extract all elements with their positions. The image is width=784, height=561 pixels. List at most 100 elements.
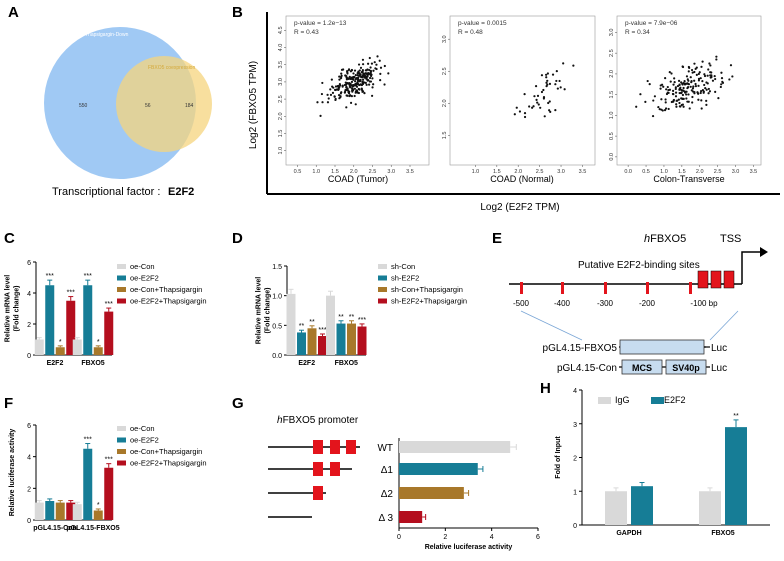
scatter-point: [687, 65, 690, 69]
scatter-point: [668, 88, 672, 91]
x-tick-label: 3.5: [406, 169, 414, 175]
scatter-point: [546, 79, 549, 82]
scatter-point: [705, 88, 708, 91]
scatter-point: [682, 105, 685, 108]
scatter-point: [698, 71, 701, 74]
x-tick-label: FBXO5: [711, 530, 734, 537]
scatter-point: [682, 89, 685, 92]
scatter-point: [680, 81, 683, 84]
venn-left-label: Thapsigargin-Down: [85, 32, 129, 38]
bar: [631, 486, 653, 525]
scatter-point: [699, 91, 702, 95]
binding-site-box: [313, 462, 323, 476]
bar: [55, 502, 65, 520]
x-tick-label: 3.5: [750, 169, 758, 175]
panel-h: H 0 1 2 3 4 Fold of Input GAPDH FBXO5 ** IgG E2F2: [540, 380, 770, 537]
legend-swatch: [117, 460, 126, 466]
sv40p-label: SV40p: [672, 363, 700, 373]
y-tick-label: 1: [573, 489, 577, 496]
scatter-point: [367, 79, 370, 82]
bar: [34, 339, 44, 355]
construct-label: Δ1: [381, 465, 394, 476]
y-tick-label: 4: [573, 388, 577, 395]
panel-c: C 0 2 4 6 Relative mRNA level (Fold change) E2…: [4, 230, 207, 367]
scatter-point: [513, 113, 516, 116]
scatter-point: [316, 101, 319, 104]
y-tick-label: 2: [573, 456, 577, 463]
bar: [72, 504, 82, 520]
legend-label: oe-Con+Thapsigargin: [130, 285, 202, 294]
scatter-point: [352, 72, 355, 75]
y-axis-title: Relative mRNA level: [5, 275, 12, 342]
scatter-point: [345, 85, 348, 88]
scatter-point: [368, 83, 371, 86]
construct1-luc: Luc: [711, 343, 727, 354]
x-tick-label: pGL4.15-FBXO5: [66, 525, 119, 532]
significance-label: ***: [67, 290, 75, 297]
panel-label-b: B: [232, 4, 243, 21]
y-axis-title: Relative mRNA level: [256, 277, 263, 344]
tss-arrow-icon: [741, 251, 762, 284]
y-tick-label: 6: [27, 260, 31, 267]
scatter-point: [373, 61, 376, 64]
scatter-point: [346, 87, 349, 90]
scatter-point: [703, 73, 706, 76]
x-tick-label: FBXO5: [81, 360, 104, 367]
scatter-point: [708, 62, 711, 65]
e-zoom-line: [709, 310, 739, 341]
scatter-point: [551, 73, 555, 76]
legend-label: sh-Con+Thapsigargin: [391, 285, 463, 294]
scatter-point: [700, 99, 703, 102]
scatter-point: [555, 70, 558, 73]
bar: [72, 339, 82, 355]
scatter-point: [348, 75, 351, 79]
y-axis-title: (Fold change): [14, 286, 21, 332]
x-tick-label: E2F2: [47, 360, 64, 367]
scatter-point: [383, 64, 386, 68]
scatter-point: [639, 93, 642, 96]
bar: [307, 328, 317, 355]
scatter-point: [545, 76, 548, 79]
e-gene-title: hFBXO5: [644, 233, 686, 245]
y-tick-label: 4.5: [278, 26, 284, 34]
scatter-point: [379, 72, 382, 75]
scatter-r: R = 0.48: [458, 29, 483, 36]
scatter-point: [648, 83, 651, 86]
scatter-point: [682, 82, 685, 85]
scatter-point: [672, 98, 676, 102]
scatter-point: [704, 86, 707, 90]
scatter-pvalue: p-value = 1.2e−13: [294, 20, 347, 27]
scatter-point: [680, 91, 683, 94]
scatter-point: [357, 63, 361, 66]
scatter-point: [729, 64, 733, 67]
scatter-point: [543, 115, 546, 118]
scatter-point: [542, 88, 545, 92]
scatter-point: [345, 75, 348, 78]
scatter-point: [668, 71, 671, 74]
scatter-point: [714, 90, 717, 93]
scatter-point: [341, 85, 344, 88]
scatter-point: [523, 112, 527, 115]
scatter-point: [379, 79, 382, 82]
y-tick-label: 3.0: [609, 29, 615, 37]
scatter-point: [673, 81, 676, 84]
scatter-point: [662, 85, 665, 88]
scatter-point: [697, 98, 700, 101]
tss-arrowhead-icon: [760, 247, 768, 257]
scatter-point: [664, 101, 667, 104]
tf-name: E2F2: [168, 186, 194, 198]
scatter-point: [361, 82, 364, 85]
scatter-point: [681, 97, 684, 101]
y-tick-label: 2.5: [442, 67, 448, 75]
legend-swatch: [378, 298, 387, 304]
scatter-point: [350, 95, 353, 98]
scatter-point: [346, 89, 349, 92]
b-xlabel: Log2 (E2F2 TPM): [480, 202, 559, 213]
x-tick-label: 1.0: [472, 169, 480, 175]
scatter-transverse: p-value = 7.9e−06 R = 0.34 Colon-Transve…: [609, 15, 762, 184]
scatter-point: [691, 101, 694, 104]
bar: [55, 347, 65, 355]
scatter-point: [364, 72, 367, 75]
binding-site-box: [313, 440, 323, 454]
